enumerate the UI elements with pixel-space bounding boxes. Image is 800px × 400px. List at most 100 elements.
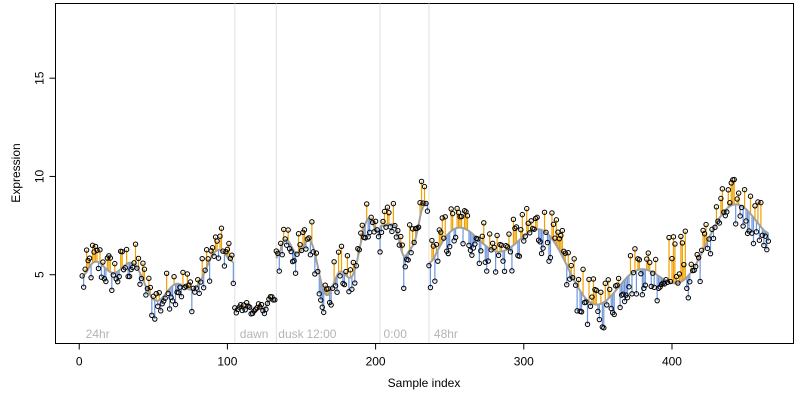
data-point [430,243,437,249]
data-point [550,221,557,228]
data-point [143,292,149,298]
data-point [701,231,708,237]
data-point [149,312,155,318]
x-axis-title: Sample index [388,376,461,390]
data-point [568,262,574,269]
data-point [534,214,540,221]
data-point [580,266,586,273]
data-point [95,265,102,272]
data-point [633,291,640,297]
data-point [374,227,380,233]
data-point [602,280,608,287]
data-points [79,176,772,331]
data-point [521,238,527,244]
data-point [227,255,234,262]
data-point [695,254,702,261]
data-point [464,213,471,219]
data-point [615,275,622,282]
data-point [356,247,362,253]
data-point [82,266,88,272]
data-point [590,276,597,282]
data-point [762,233,769,239]
data-point [162,295,168,301]
data-point [638,270,644,277]
data-point [528,218,534,224]
data-point [446,243,453,250]
data-point [445,250,451,257]
data-point [399,242,405,248]
data-point [89,242,96,249]
data-point [220,248,226,254]
data-point [332,283,339,289]
data-point [193,285,199,291]
data-point [107,255,114,261]
data-point [294,251,300,257]
data-point [252,306,259,312]
x-tick-label: 200 [366,355,386,369]
data-point [544,239,551,246]
data-point [500,258,506,264]
data-point [217,233,223,239]
data-point [202,267,208,273]
data-point [159,301,165,307]
data-point [433,241,440,248]
data-point [349,286,355,292]
data-point [469,252,475,258]
data-point [682,228,689,234]
data-point [569,275,576,281]
data-point [238,301,244,308]
data-point [621,298,628,305]
data-point [639,292,646,298]
data-point [614,282,620,288]
data-point [452,234,459,240]
data-point [334,289,340,295]
period-label: dusk [278,327,304,341]
data-point [316,291,322,297]
data-point [390,200,397,207]
data-point [564,281,570,288]
data-point [764,246,770,253]
data-point [510,216,517,223]
trend-lines [81,202,769,314]
data-point [507,249,514,255]
data-point [138,275,145,282]
data-point [694,251,700,258]
data-point [319,304,325,310]
data-point [584,321,591,328]
data-point [224,246,231,253]
data-point [670,234,677,240]
data-point [516,253,523,259]
data-point [156,289,162,296]
y-tick-label: 10 [33,169,47,183]
data-point [541,209,548,215]
data-point [438,229,444,235]
data-point [644,256,650,262]
data-point [565,250,571,256]
data-point [524,205,530,212]
data-point [595,308,601,315]
data-point [291,258,297,264]
data-point [150,293,157,300]
data-point [753,229,760,235]
data-point [647,259,653,266]
data-point [230,280,237,287]
trend-line [81,248,234,302]
data-point [395,227,401,234]
data-point [703,221,709,228]
data-point [402,264,408,270]
data-point [246,304,253,310]
data-point [547,254,554,261]
data-point [466,242,472,249]
data-point [389,228,395,235]
data-point [719,186,726,192]
data-point [199,255,205,262]
data-point [116,273,122,280]
data-point [578,309,585,315]
data-point [119,249,125,255]
data-point [285,227,291,233]
data-point [166,306,173,312]
data-point [650,270,656,276]
data-point [747,193,754,199]
data-point [678,233,684,240]
